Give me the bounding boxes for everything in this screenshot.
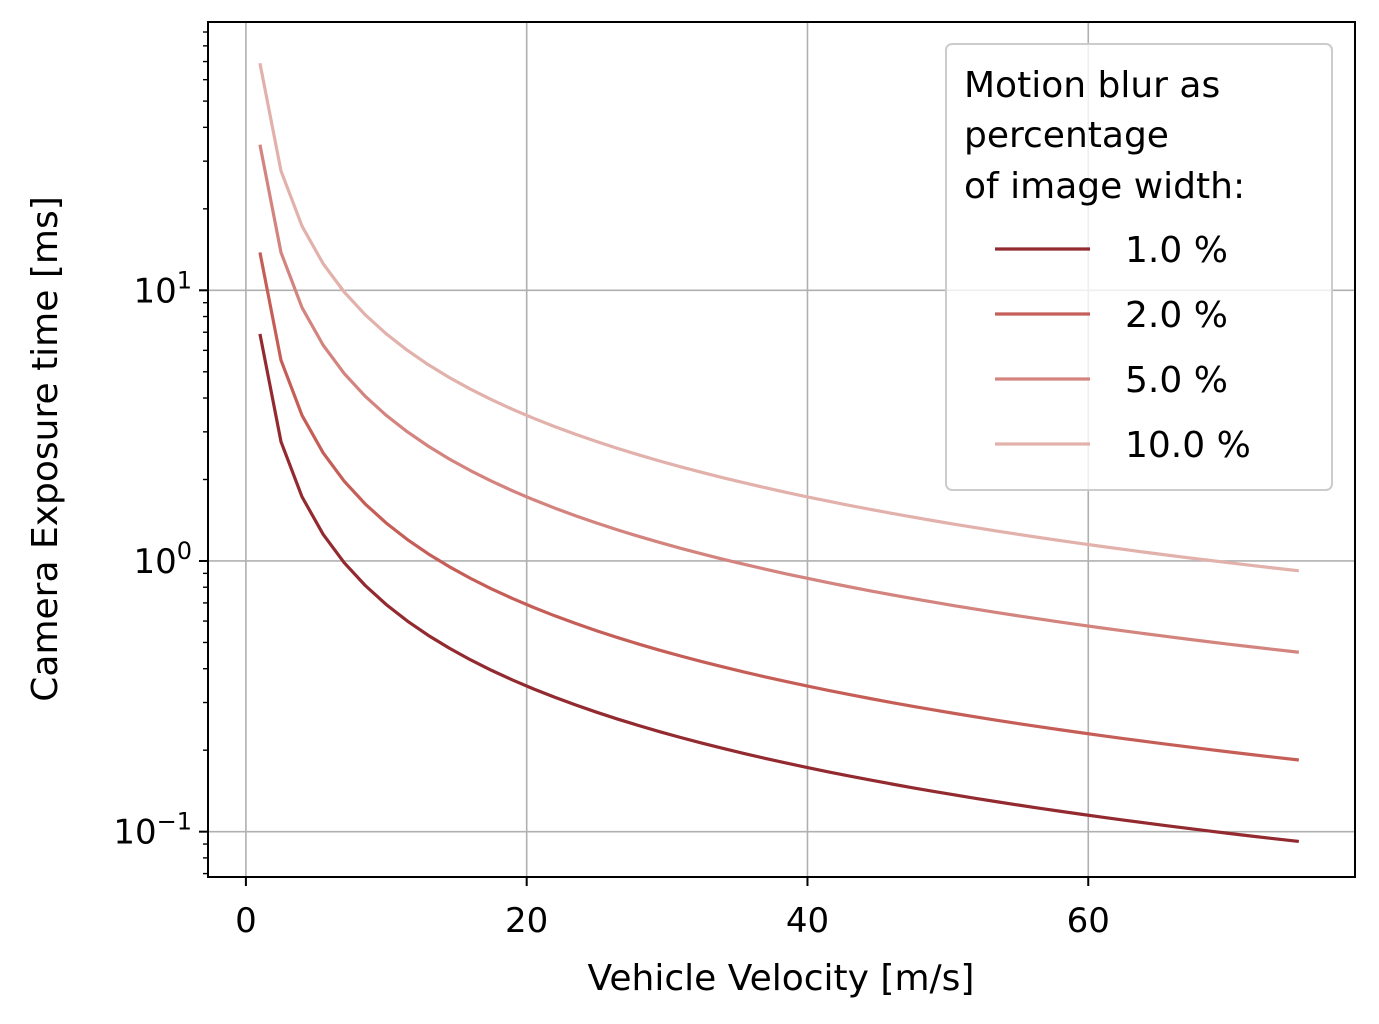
x-tick-label: 0 <box>235 901 257 941</box>
series-line-3 <box>258 144 1300 654</box>
y-tick-label: 100 <box>133 537 192 582</box>
series-layer <box>258 62 1300 844</box>
y-tick-label: 101 <box>133 266 192 311</box>
legend: Motion blur as percentage of image width… <box>945 43 1333 491</box>
series-line-2 <box>258 252 1300 762</box>
legend-items: 1.0 % 2.0 % 5.0 % 10.0 % <box>995 230 1251 466</box>
legend-label: 5.0 % <box>1125 360 1228 401</box>
legend-label: 2.0 % <box>1125 295 1228 336</box>
legend-title-line-1: Motion blur as <box>964 65 1220 106</box>
legend-label: 10.0 % <box>1125 425 1251 466</box>
plot-frame <box>207 21 1356 878</box>
legend-title-line-3: of image width: <box>964 166 1245 207</box>
y-tick-label: 10−1 <box>113 808 192 853</box>
legend-label: 1.0 % <box>1125 230 1228 271</box>
series-line-4 <box>258 62 1300 573</box>
x-tick-label: 40 <box>786 901 829 941</box>
axis-ticks: 0 20 40 60 10−1 100 101 <box>113 31 1110 941</box>
x-tick-label: 60 <box>1067 901 1110 941</box>
legend-title-line-2: percentage <box>964 115 1169 156</box>
series-line-1 <box>258 333 1300 844</box>
y-axis-label: Camera Exposure time [ms] <box>25 196 66 702</box>
x-axis-label: Vehicle Velocity [m/s] <box>588 958 975 999</box>
x-tick-label: 20 <box>505 901 548 941</box>
